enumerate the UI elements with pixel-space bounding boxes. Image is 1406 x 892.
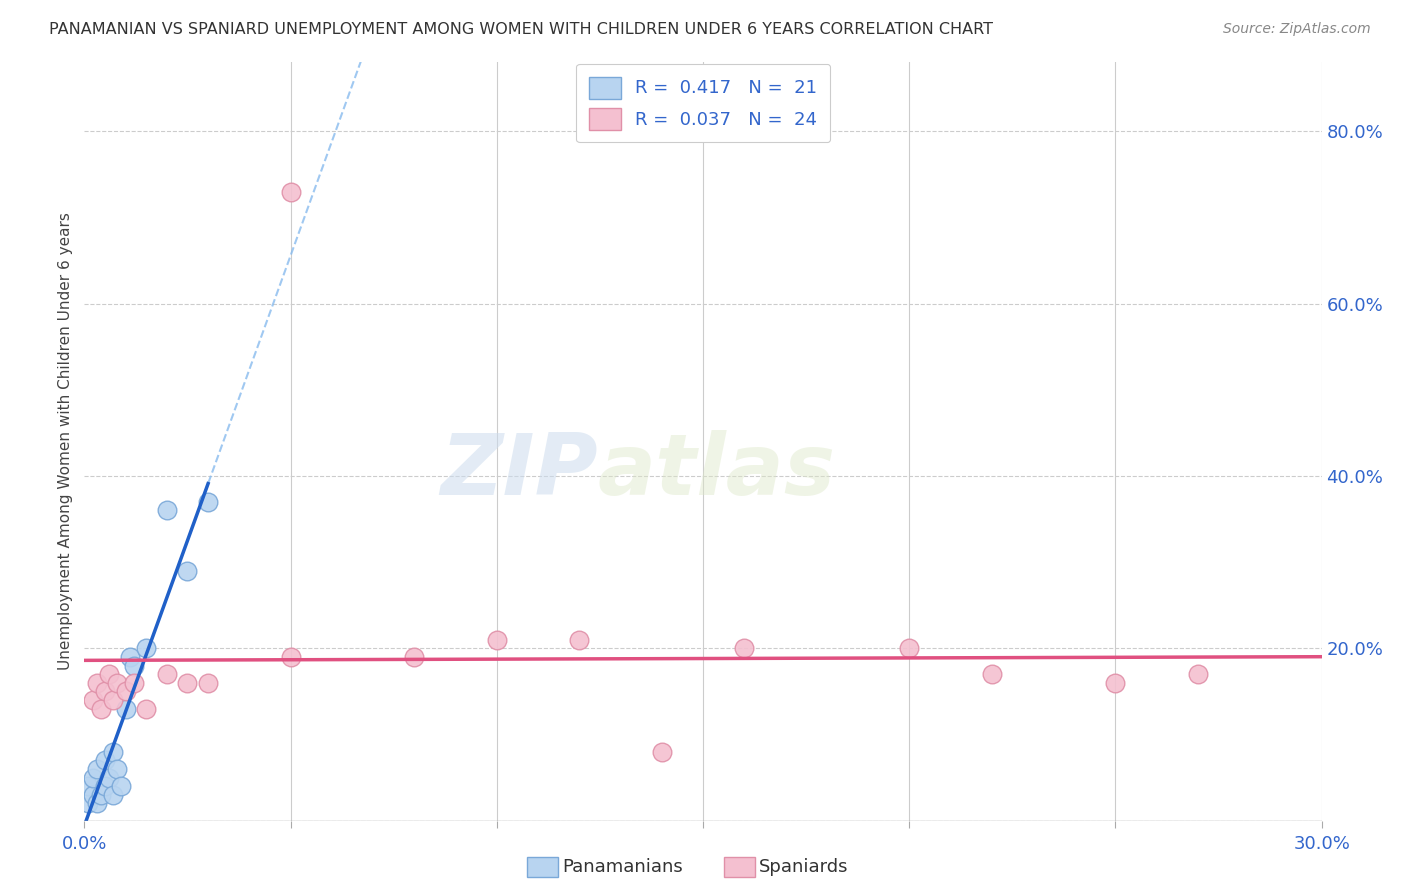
Point	[651, 745, 673, 759]
Point	[105, 762, 128, 776]
Point	[197, 495, 219, 509]
Point	[135, 701, 157, 715]
Legend: R =  0.417   N =  21, R =  0.037   N =  24: R = 0.417 N = 21, R = 0.037 N = 24	[576, 64, 830, 142]
Point	[156, 503, 179, 517]
Point	[176, 564, 198, 578]
Point	[86, 762, 108, 776]
Point	[114, 701, 136, 715]
Point	[404, 649, 426, 664]
Point	[114, 684, 136, 698]
Point	[1104, 675, 1126, 690]
Point	[733, 641, 755, 656]
Point	[280, 185, 302, 199]
Text: atlas: atlas	[598, 430, 837, 514]
Text: Source: ZipAtlas.com: Source: ZipAtlas.com	[1223, 22, 1371, 37]
Text: ZIP: ZIP	[440, 430, 598, 514]
Point	[77, 779, 100, 793]
Point	[94, 779, 117, 793]
Text: PANAMANIAN VS SPANIARD UNEMPLOYMENT AMONG WOMEN WITH CHILDREN UNDER 6 YEARS CORR: PANAMANIAN VS SPANIARD UNEMPLOYMENT AMON…	[49, 22, 993, 37]
Point	[176, 675, 198, 690]
Point	[103, 693, 125, 707]
Point	[898, 641, 921, 656]
Point	[98, 771, 121, 785]
Point	[103, 745, 125, 759]
Point	[280, 649, 302, 664]
Point	[94, 753, 117, 767]
Point	[103, 788, 125, 802]
Point	[82, 788, 104, 802]
Point	[156, 667, 179, 681]
Point	[82, 771, 104, 785]
Y-axis label: Unemployment Among Women with Children Under 6 years: Unemployment Among Women with Children U…	[58, 212, 73, 671]
Text: Panamanians: Panamanians	[562, 858, 683, 876]
Point	[105, 675, 128, 690]
Point	[98, 667, 121, 681]
Point	[1187, 667, 1209, 681]
Point	[77, 797, 100, 811]
Point	[86, 675, 108, 690]
Point	[568, 632, 591, 647]
Point	[135, 641, 157, 656]
Point	[122, 675, 145, 690]
Point	[980, 667, 1002, 681]
Point	[90, 701, 112, 715]
Point	[122, 658, 145, 673]
Point	[86, 797, 108, 811]
Point	[110, 779, 132, 793]
Point	[82, 693, 104, 707]
Point	[485, 632, 508, 647]
Text: Spaniards: Spaniards	[759, 858, 849, 876]
Point	[118, 649, 141, 664]
Point	[197, 675, 219, 690]
Point	[90, 788, 112, 802]
Point	[94, 684, 117, 698]
